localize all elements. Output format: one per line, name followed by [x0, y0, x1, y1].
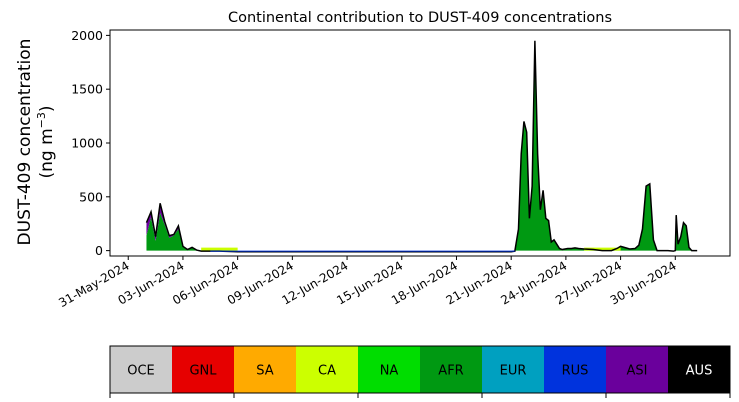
legend-swatch-ca [296, 346, 358, 393]
legend-swatch-afr [420, 346, 482, 393]
legend-label-eur: EUR [500, 364, 527, 379]
legend-swatch-gnl [172, 346, 234, 393]
legend-label-ca: CA [318, 364, 336, 379]
y-tick-label: 500 [79, 189, 103, 204]
legend-swatch-asi [606, 346, 668, 393]
legend-swatch-oce [110, 346, 172, 393]
y-axis-label-units-sup: −3 [35, 112, 48, 128]
area-ca-0 [201, 247, 238, 251]
legend-label-afr: AFR [438, 364, 463, 379]
legend-frame [109, 345, 731, 394]
y-axis-label-line1: DUST-409 concentration [15, 39, 35, 246]
area-asi [146, 40, 698, 251]
legend-label-sa: SA [256, 364, 273, 379]
chart-title: Continental contribution to DUST-409 con… [228, 10, 612, 26]
legend-swatch-eur [482, 346, 544, 393]
area-afr [146, 41, 698, 251]
plot-frame [109, 29, 731, 257]
y-axis-label-units: (ng m−3) [35, 105, 57, 178]
area-ca-1 [584, 247, 621, 251]
y-tick-label: 0 [95, 243, 103, 258]
plot-area [109, 29, 731, 257]
legend-label-oce: OCE [127, 364, 155, 379]
legend-swatch-sa [234, 346, 296, 393]
y-axis-label-units-prefix: (ng m [37, 128, 57, 178]
legend-swatch-na [358, 346, 420, 393]
legend-label-rus: RUS [562, 364, 589, 379]
y-tick-label: 1000 [71, 136, 103, 151]
legend: OCE GNL SA CA NA AFR EUR RUS ASI AUS [109, 345, 731, 398]
y-axis-label-units-suffix: ) [37, 105, 57, 112]
series-line-total [145, 40, 698, 253]
legend-label-aus: AUS [686, 364, 713, 379]
y-axis-label: DUST-409 concentration [15, 39, 35, 246]
legend-label-na: NA [380, 364, 399, 379]
y-tick-label: 1500 [71, 82, 103, 97]
legend-swatch-aus [668, 346, 730, 393]
y-axis: 0 500 1000 1500 2000 [71, 28, 110, 258]
area-layer [145, 40, 698, 253]
legend-label-asi: ASI [627, 364, 648, 379]
x-axis: 31-May-202403-Jun-202406-Jun-202409-Jun-… [56, 256, 679, 310]
legend-label-gnl: GNL [189, 364, 217, 379]
legend-swatch-rus [544, 346, 606, 393]
y-tick-label: 2000 [71, 28, 103, 43]
